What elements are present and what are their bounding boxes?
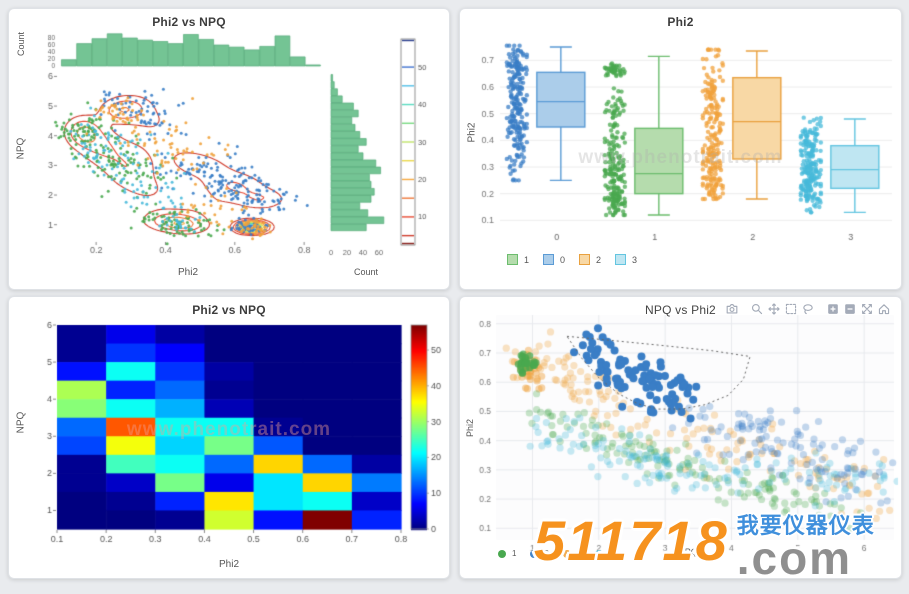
zoom-in-icon[interactable] [826,302,840,321]
legend-item: 1 [507,254,529,265]
panel-boxplot: Phi2 Phi2 www.phenotrait.com 1 0 2 3 [459,8,902,290]
panel-title: NPQ vs Phi2 [645,303,716,317]
y-axis-label: Phi2 [466,122,478,143]
legend-swatch [543,254,555,265]
lasso-icon[interactable] [801,302,815,321]
right-hist-count-label: Count [353,267,379,277]
y-axis-label: Phi2 [465,419,475,438]
top-hist-count-label: Count [16,31,26,57]
pan-icon[interactable] [767,302,781,321]
legend-item[interactable]: 2 [562,549,581,558]
legend-item[interactable]: 1 [498,549,516,558]
panel-jointplot: Phi2 vs NPQ NPQ Count Phi2 Count [8,8,450,290]
scatter-canvas[interactable] [460,297,901,578]
jointplot-canvas [9,9,449,289]
legend-item: 2 [579,254,601,265]
panel-title: Phi2 [667,15,694,29]
box-select-icon[interactable] [784,302,798,321]
y-axis-label: NPQ [15,137,27,160]
panel-title: Phi2 vs NPQ [152,15,226,29]
autoscale-icon[interactable] [860,302,874,321]
legend-item[interactable]: 3 [595,549,614,558]
panel-heatmap: Phi2 vs NPQ NPQ Phi2 www.phenotrait.com [8,296,450,579]
legend-swatch [498,549,506,558]
legend-swatch [562,549,571,558]
legend-item: 3 [615,254,637,265]
legend-swatch [615,254,627,265]
legend-item: 0 [543,254,565,265]
panel-scatter: NPQ vs Phi2 Phi2 NPQ 1 0 2 3 [459,296,902,579]
legend-item[interactable]: 0 [530,549,549,558]
zoom-out-icon[interactable] [843,302,857,321]
heatmap-canvas [9,297,449,578]
zoom-icon[interactable] [750,302,764,321]
legend-swatch [595,549,604,558]
x-axis-label: NPQ [678,547,698,557]
scatter-legend: 1 0 2 3 [498,549,628,558]
legend-swatch [530,549,539,558]
x-axis-label: Phi2 [218,559,239,570]
boxplot-canvas [460,9,901,289]
legend-swatch [507,254,518,265]
y-axis-label: NPQ [15,411,27,434]
plotly-modebar [722,302,891,321]
box-legend: 1 0 2 3 [507,254,651,265]
panel-title: Phi2 vs NPQ [192,303,266,317]
camera-icon[interactable] [725,302,739,321]
legend-swatch [579,254,591,265]
reset-home-icon[interactable] [877,302,891,321]
x-axis-label: Phi2 [177,267,198,278]
